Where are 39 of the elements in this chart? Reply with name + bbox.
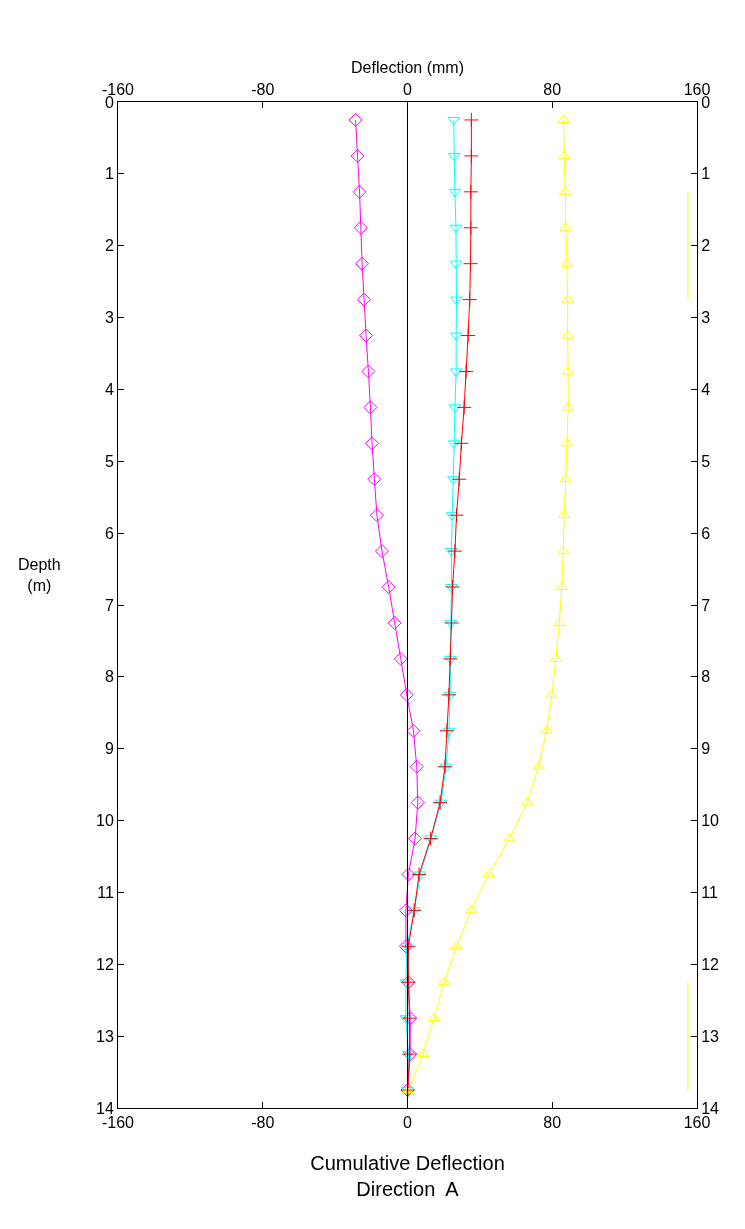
y2-tick-label: 3 — [701, 309, 711, 327]
x-tick-label: -80 — [251, 80, 275, 98]
x2-tick-label: 160 — [683, 1114, 711, 1132]
y-tick-label: 10 — [96, 812, 114, 830]
y2-tick-label: 6 — [701, 524, 711, 542]
x-axis-title: Cumulative Deflection Direction A — [310, 1151, 505, 1200]
y2-tick-label: 2 — [701, 237, 711, 255]
y2-tick-label: 11 — [701, 884, 718, 902]
y2-tick-label: 12 — [701, 955, 720, 973]
x2-tick-label: -80 — [251, 1114, 275, 1132]
x2-axis-title: Deflection (mm) — [351, 59, 464, 77]
y-tick-label: 12 — [96, 955, 114, 973]
y2-tick-label: 13 — [701, 1027, 720, 1045]
y-tick-label: 8 — [104, 668, 114, 686]
y-tick-label: 13 — [96, 1027, 114, 1045]
x2-tick-label: 0 — [403, 1114, 413, 1132]
y-tick-label: 4 — [104, 381, 114, 399]
y-tick-label: 11 — [97, 884, 114, 902]
x2-tick-label: 80 — [543, 1114, 562, 1132]
y-tick-label: 6 — [104, 524, 114, 542]
y2-tick-label: 4 — [701, 381, 711, 399]
y-tick-label: 2 — [104, 237, 114, 255]
y-tick-label: 1 — [104, 165, 114, 183]
y2-tick-label: 5 — [701, 452, 711, 470]
y-tick-label: 7 — [104, 596, 114, 614]
x-tick-label: 0 — [403, 80, 413, 98]
y2-tick-label: 1 — [701, 165, 711, 183]
y-tick-label: 14 — [96, 1099, 114, 1117]
y2-tick-label: 10 — [701, 812, 720, 830]
y2-tick-label: 14 — [701, 1099, 720, 1117]
y-tick-label: 5 — [104, 452, 114, 470]
y-axis-title: Depth (m) — [18, 556, 61, 594]
y2-tick-label: 9 — [701, 740, 711, 758]
y2-tick-label: 8 — [701, 668, 711, 686]
x2-tick-label: -160 — [101, 1114, 135, 1132]
y-tick-label: 3 — [104, 309, 114, 327]
y-tick-label: 9 — [104, 740, 114, 758]
x-tick-label: 80 — [543, 80, 562, 98]
y2-tick-label: 7 — [701, 596, 711, 614]
